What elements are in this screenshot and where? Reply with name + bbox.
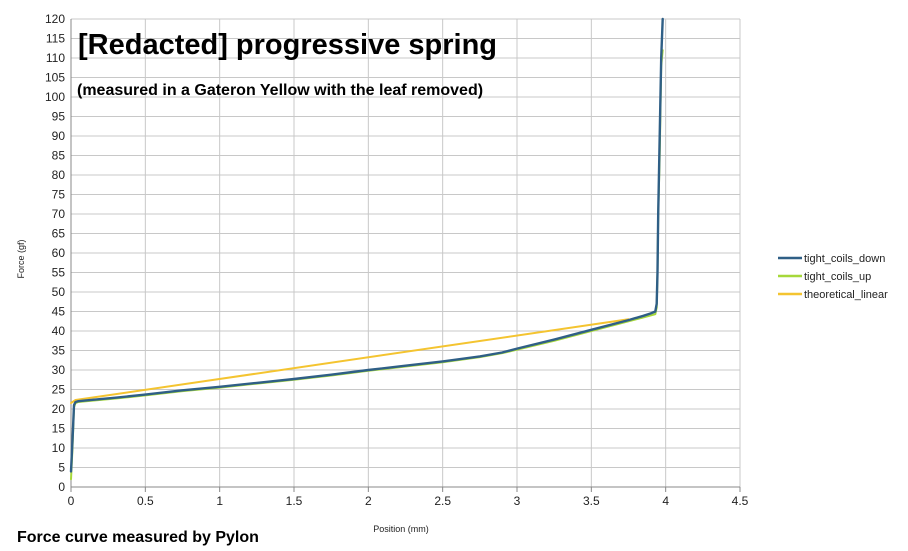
y-tick-label: 50 [52, 285, 66, 299]
y-tick-label: 55 [52, 266, 66, 280]
series-line-tight-coils-up [70, 49, 664, 481]
y-tick-label: 120 [45, 12, 65, 26]
y-tick-label: 15 [52, 422, 66, 436]
series-line-theoretical-linear [70, 318, 630, 405]
x-tick-label: 2 [365, 494, 372, 508]
legend-label: tight_coils_up [804, 271, 871, 283]
y-tick-label: 25 [52, 383, 66, 397]
footer-credit: Force curve measured by Pylon [17, 529, 259, 546]
x-tick-label: 1 [216, 494, 223, 508]
axis-ticks: 0510152025303540455055606570758085909510… [45, 12, 749, 508]
legend: tight_coils_down tight_coils_up theoretica… [778, 253, 888, 301]
y-axis-title: Force (gf) [16, 239, 26, 278]
y-tick-label: 105 [45, 71, 65, 85]
y-tick-label: 110 [46, 51, 65, 65]
y-tick-label: 95 [52, 110, 66, 124]
x-tick-label: 0 [68, 494, 75, 508]
y-tick-label: 45 [52, 305, 66, 319]
y-tick-label: 20 [52, 402, 66, 416]
y-tick-label: 115 [46, 32, 65, 46]
series-line-tight-coils-down [69, 17, 664, 473]
y-tick-label: 30 [52, 363, 66, 377]
y-tick-label: 80 [52, 168, 66, 182]
legend-label: theoretical_linear [804, 289, 888, 301]
x-tick-label: 2.5 [434, 494, 451, 508]
chart-subtitle: (measured in a Gateron Yellow with the l… [77, 82, 483, 99]
x-tick-label: 4 [662, 494, 669, 508]
x-tick-label: 0.5 [137, 494, 154, 508]
y-tick-label: 70 [52, 207, 66, 221]
chart-title: [Redacted] progressive spring [78, 29, 497, 61]
x-tick-label: 3.5 [583, 494, 600, 508]
series-lines [69, 17, 664, 481]
x-tick-label: 3 [514, 494, 521, 508]
y-tick-label: 75 [52, 188, 66, 202]
y-tick-label: 90 [52, 129, 66, 143]
legend-label: tight_coils_down [804, 253, 885, 265]
y-tick-label: 60 [52, 246, 66, 260]
x-tick-label: 4.5 [732, 494, 749, 508]
y-tick-label: 85 [52, 149, 66, 163]
y-tick-label: 5 [58, 461, 65, 475]
y-tick-label: 35 [52, 344, 66, 358]
y-tick-label: 100 [45, 90, 65, 104]
y-tick-label: 40 [52, 324, 66, 338]
y-tick-label: 0 [58, 480, 65, 494]
x-axis-title: Position (mm) [373, 524, 429, 534]
y-tick-label: 65 [52, 227, 66, 241]
x-tick-label: 1.5 [286, 494, 303, 508]
y-tick-label: 10 [52, 441, 66, 455]
